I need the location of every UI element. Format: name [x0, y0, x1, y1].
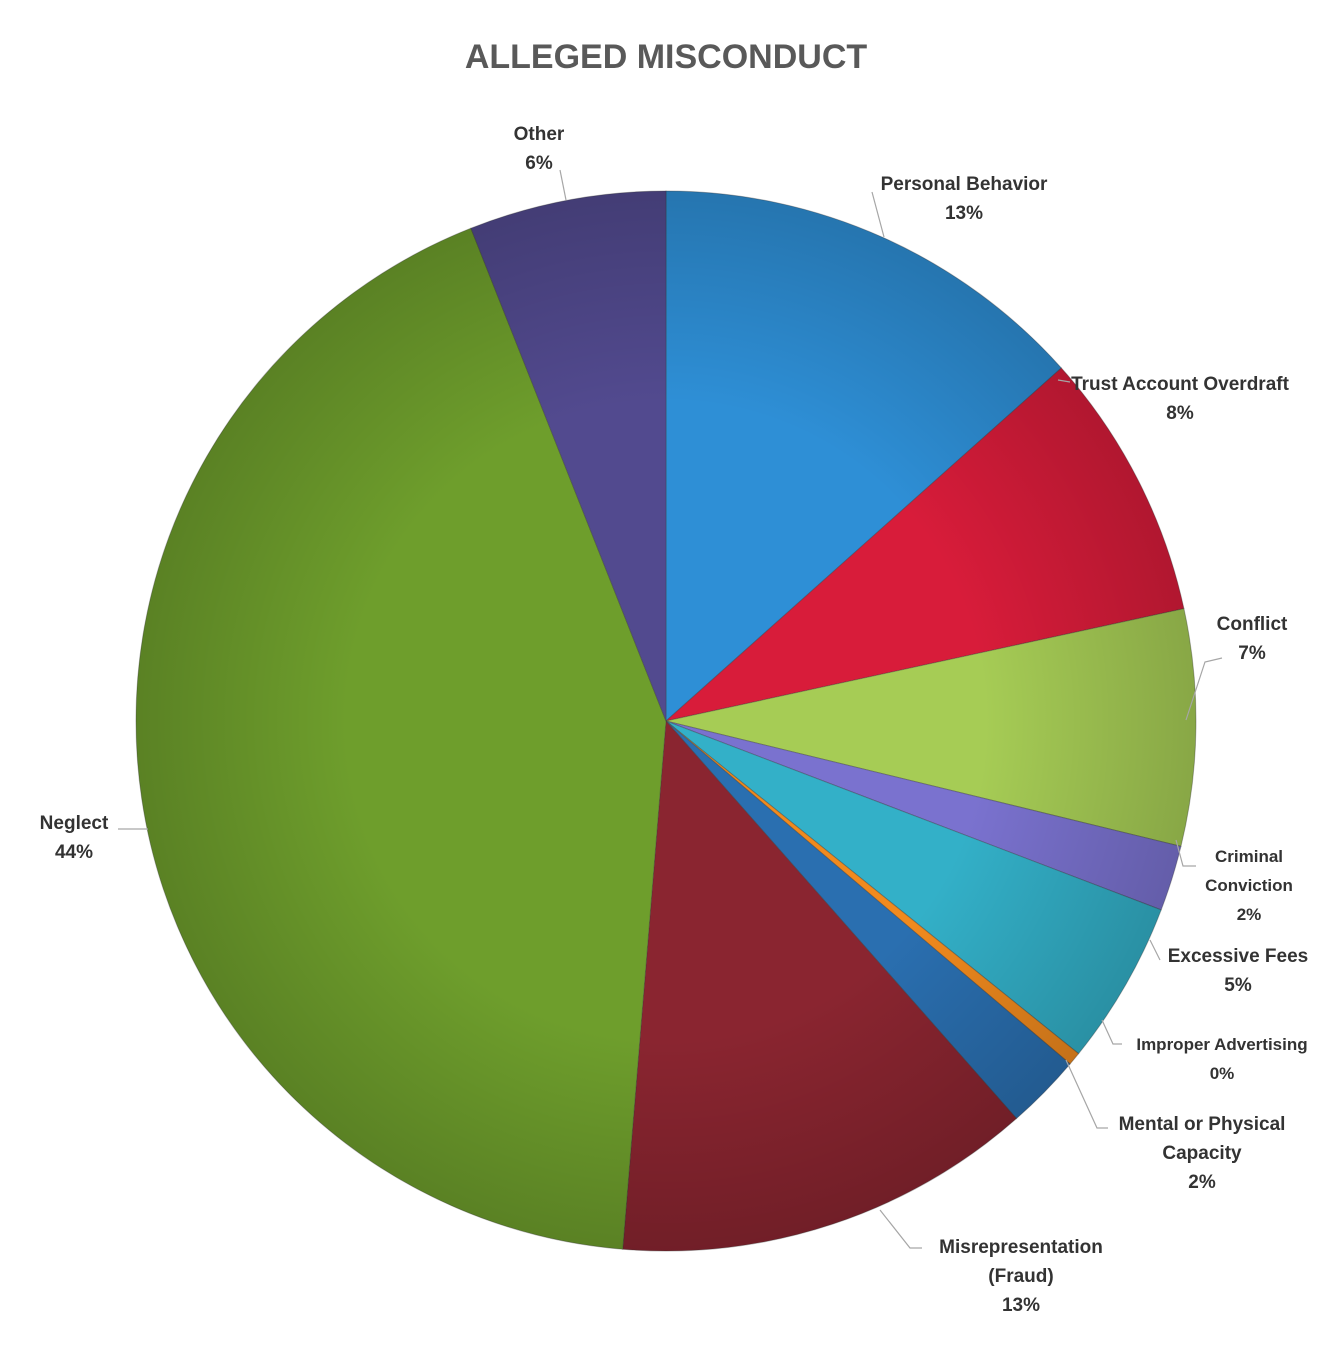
slice-name: (Fraud) [988, 1266, 1053, 1287]
slice-percent: 13% [945, 203, 983, 224]
slice-name: Other [514, 124, 565, 145]
slice-labels: Personal Behavior 13% Trust Account Overdr… [40, 124, 1309, 1316]
leader-line [1101, 1019, 1122, 1045]
leader-line [1149, 939, 1161, 961]
slice-percent: 5% [1224, 975, 1252, 996]
slice-percent: 2% [1188, 1172, 1216, 1193]
slice-name: Personal Behavior [881, 174, 1048, 195]
slice-label: Misrepresentation (Fraud) 13% [939, 1237, 1103, 1316]
slice-percent: 6% [525, 153, 553, 174]
slice-name: Conviction [1205, 876, 1293, 895]
leader-line [879, 1209, 922, 1249]
slice-name: Improper Advertising [1136, 1035, 1307, 1054]
leader-lines [118, 169, 1223, 1249]
leader-line [559, 169, 567, 201]
slice-label: Personal Behavior 13% [881, 174, 1048, 224]
slice-label: Other 6% [514, 124, 565, 174]
pie-shading [136, 191, 1196, 1251]
slice-percent: 0% [1210, 1064, 1235, 1083]
slice-name: Conflict [1217, 614, 1288, 635]
slice-name: Misrepresentation [939, 1237, 1103, 1258]
chart-title: ALLEGED MISCONDUCT [465, 38, 868, 76]
slice-percent: 2% [1237, 905, 1262, 924]
slice-name: Capacity [1162, 1143, 1242, 1164]
slice-label: Neglect 44% [40, 813, 109, 863]
slice-label: Improper Advertising 0% [1136, 1035, 1307, 1083]
slice-name: Neglect [40, 813, 109, 834]
leader-line [871, 191, 885, 238]
slice-name: Excessive Fees [1168, 946, 1309, 967]
slice-percent: 13% [1002, 1295, 1040, 1316]
slice-label: Criminal Conviction 2% [1205, 847, 1293, 924]
slice-percent: 44% [55, 842, 93, 863]
leader-line [1065, 1059, 1108, 1129]
leader-line [1175, 839, 1196, 867]
slice-label: Mental or Physical Capacity 2% [1119, 1114, 1286, 1193]
slice-name: Criminal [1215, 847, 1283, 866]
slice-label: Conflict 7% [1217, 614, 1288, 664]
leader-line [1185, 657, 1223, 721]
slice-percent: 8% [1166, 403, 1194, 424]
slice-name: Trust Account Overdraft [1071, 374, 1290, 395]
slice-label: Excessive Fees 5% [1168, 946, 1309, 996]
slice-percent: 7% [1238, 643, 1266, 664]
slice-label: Trust Account Overdraft 8% [1071, 374, 1290, 424]
leader-line [1057, 379, 1071, 383]
slice-name: Mental or Physical [1119, 1114, 1286, 1135]
